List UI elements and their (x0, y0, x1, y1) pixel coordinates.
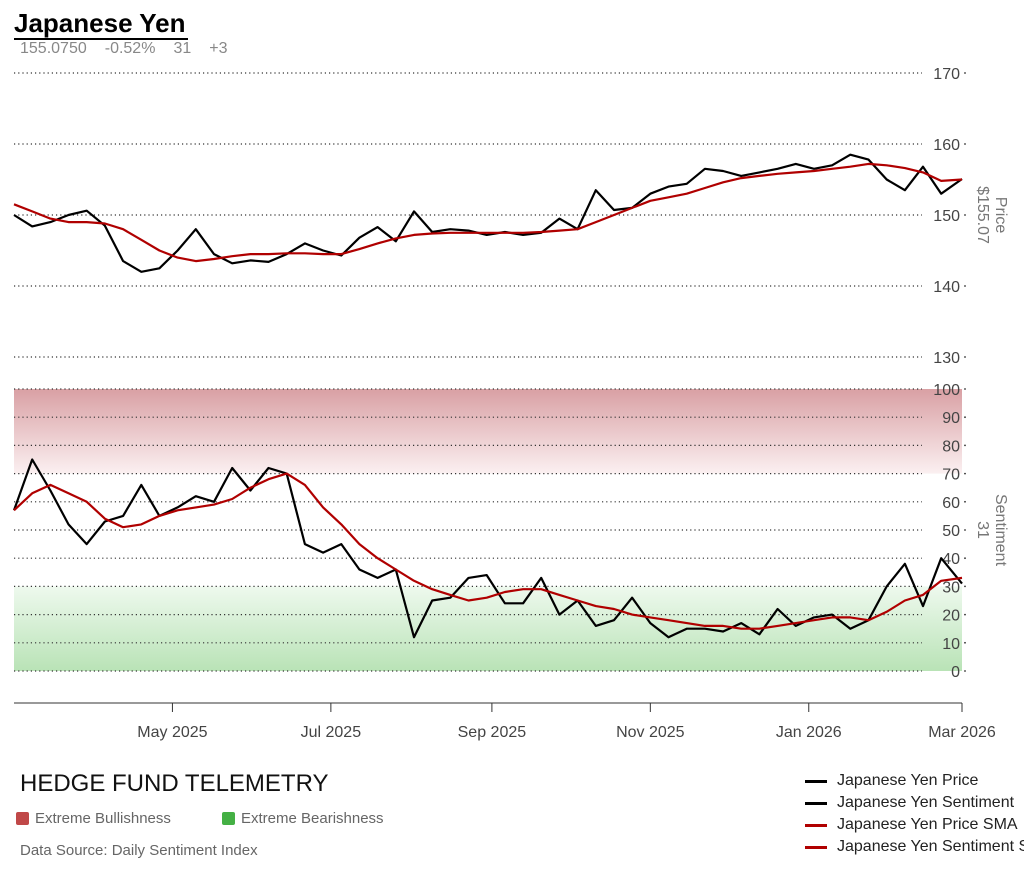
line-swatch-icon (805, 801, 827, 805)
green-swatch-icon (222, 812, 235, 825)
price-tick-dot (964, 214, 966, 216)
line-swatch-icon (805, 845, 827, 849)
current-sentiment: 31 (173, 40, 192, 57)
x-tick-label: Jan 2026 (776, 724, 842, 741)
legend-label: Japanese Yen Sentiment (837, 794, 1015, 811)
price-tick-dot (964, 143, 966, 145)
sentiment-tick-dot (964, 416, 966, 419)
brand-name: HEDGE FUND TELEMETRY (20, 770, 329, 797)
sentiment-tick-dot (964, 585, 966, 588)
legend: Japanese Yen Price Japanese Yen Sentimen… (805, 770, 1024, 858)
sentiment-tick-label: 100 (933, 382, 960, 399)
sentiment-tick-dot (964, 557, 966, 560)
legend-label: Japanese Yen Sentiment SMA (837, 838, 1024, 855)
price-tick-dot (964, 285, 966, 287)
line-swatch-icon (805, 779, 827, 783)
japanese-yen-price-sma-line (13, 162, 963, 263)
line-swatch-icon (805, 823, 827, 827)
price-tick-label: 130 (933, 350, 960, 367)
key-label: Extreme Bearishness (241, 810, 384, 827)
x-tick-label: Nov 2025 (616, 724, 685, 741)
price-tick-label: 160 (933, 137, 960, 154)
x-tick-label: Sep 2025 (458, 724, 527, 741)
sentiment-tick-label: 80 (942, 438, 960, 455)
key-extreme-bearishness: Extreme Bearishness (222, 810, 384, 827)
price-tick-dot (964, 72, 966, 74)
sentiment-tick-dot (964, 613, 966, 616)
legend-label: Japanese Yen Price (837, 772, 979, 789)
japanese-yen-sentiment-sma-line (13, 472, 963, 630)
chart-title: Japanese Yen (14, 8, 188, 40)
price-change: -0.52% (104, 40, 156, 57)
current-price: 155.0750 (20, 40, 87, 57)
data-source: Data Source: Daily Sentiment Index (20, 842, 258, 859)
sentiment-tick-label: 30 (942, 579, 960, 596)
extreme-bullishness-zone (14, 389, 962, 474)
price-tick-label: 140 (933, 279, 960, 296)
sentiment-tick-label: 10 (942, 636, 960, 653)
legend-item[interactable]: Japanese Yen Price (805, 770, 1024, 792)
legend-item[interactable]: Japanese Yen Sentiment SMA (805, 836, 1024, 858)
key-label: Extreme Bullishness (35, 810, 171, 827)
sentiment-tick-dot (964, 529, 966, 531)
sentiment-tick-dot (964, 641, 966, 644)
x-tick-label: Mar 2026 (928, 724, 996, 741)
quote-summary: 155.0750 -0.52% 31 +3 (20, 40, 245, 58)
japanese-yen-price-line (13, 153, 963, 273)
sentiment-tick-label: 50 (942, 523, 960, 540)
x-tick-label: Jul 2025 (301, 724, 362, 741)
legend-item[interactable]: Japanese Yen Price SMA (805, 814, 1024, 836)
price-tick-label: 150 (933, 208, 960, 225)
price-tick-dot (964, 356, 966, 358)
sentiment-tick-label: 40 (942, 551, 960, 568)
sentiment-tick-label: 20 (942, 608, 960, 625)
x-tick-label: May 2025 (137, 724, 207, 741)
extreme-bearishness-zone (14, 586, 962, 671)
sentiment-tick-label: 70 (942, 467, 960, 484)
sentiment-tick-dot (964, 670, 966, 672)
legend-item[interactable]: Japanese Yen Sentiment (805, 792, 1024, 814)
sentiment-change: +3 (209, 40, 228, 57)
sentiment-tick-label: 60 (942, 495, 960, 512)
sentiment-tick-dot (964, 500, 966, 503)
legend-label: Japanese Yen Price SMA (837, 816, 1018, 833)
sentiment-tick-label: 90 (942, 410, 960, 427)
price-tick-label: 170 (933, 66, 960, 83)
sentiment-tick-label: 0 (951, 664, 960, 681)
price-axis-current: $155.07 (974, 186, 991, 244)
sentiment-tick-dot (964, 388, 966, 390)
sentiment-tick-dot (964, 444, 966, 447)
key-extreme-bullishness: Extreme Bullishness (16, 810, 171, 827)
sentiment-axis-current: 31 (974, 521, 991, 539)
red-swatch-icon (16, 812, 29, 825)
price-axis-label: Price (992, 197, 1009, 234)
sentiment-tick-dot (964, 472, 966, 475)
sentiment-axis-label: Sentiment (992, 494, 1009, 567)
